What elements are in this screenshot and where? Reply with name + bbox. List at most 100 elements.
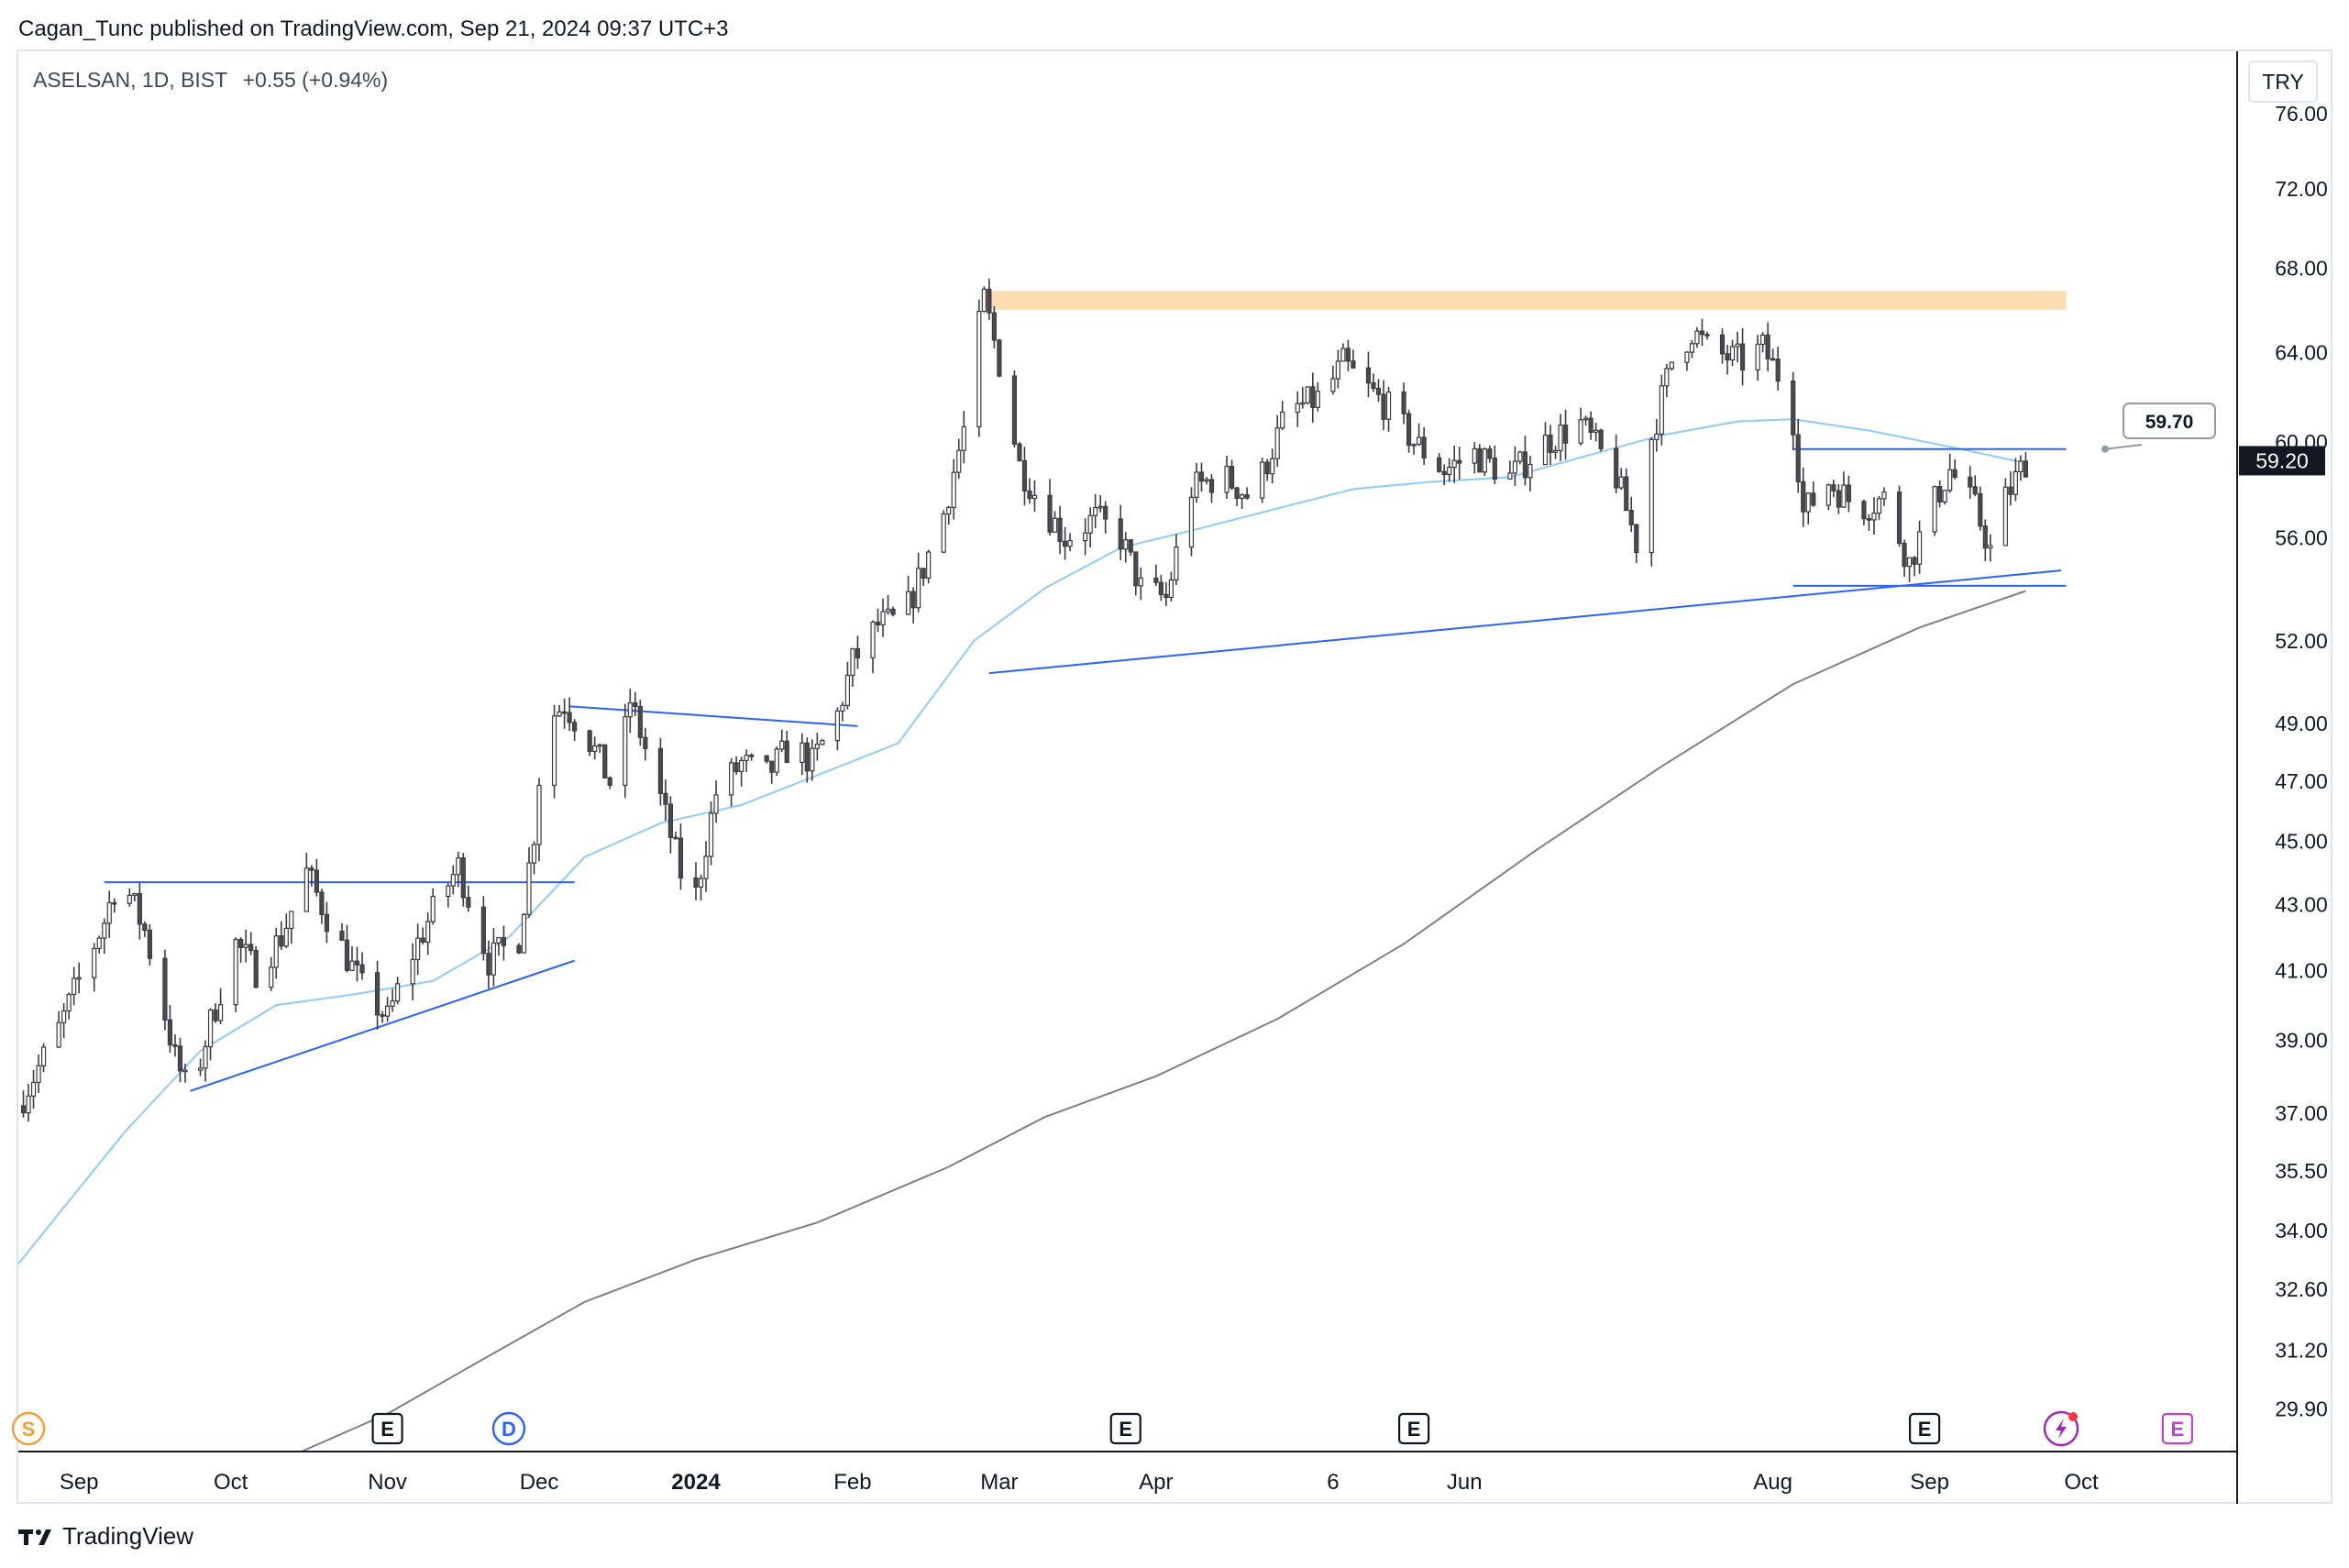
candle-body xyxy=(1168,579,1174,599)
candle xyxy=(1699,318,1705,347)
candle-body xyxy=(213,1009,218,1021)
candle xyxy=(906,575,911,616)
candle-body xyxy=(1447,466,1452,476)
candle-body xyxy=(1052,517,1058,533)
candle xyxy=(425,911,431,955)
event-marker-icon[interactable]: E xyxy=(1109,1412,1141,1445)
candle xyxy=(557,704,562,717)
candle-body xyxy=(1174,547,1179,581)
candle xyxy=(1260,458,1265,503)
alert-dot xyxy=(2101,445,2109,453)
candle xyxy=(1270,448,1275,484)
candle-body xyxy=(410,958,415,985)
candle xyxy=(1659,374,1664,446)
candle-body xyxy=(1375,387,1382,395)
candle-body xyxy=(1244,494,1250,499)
candle-body xyxy=(1482,448,1487,473)
symbol-legend[interactable]: ASELSAN, 1D, BIST +0.55 (+0.94%) xyxy=(33,68,397,93)
candle xyxy=(1280,401,1285,430)
candle-body xyxy=(562,711,568,714)
candle-body xyxy=(1224,466,1230,493)
candle-body xyxy=(1689,343,1695,353)
candle-body xyxy=(167,1019,173,1046)
candle xyxy=(1401,382,1406,425)
candle-body xyxy=(637,705,643,738)
event-marker-icon[interactable]: E xyxy=(371,1412,403,1445)
footer-brand: TradingView xyxy=(62,1522,194,1550)
event-marker-icon[interactable]: D xyxy=(491,1411,526,1446)
candle-body xyxy=(1811,492,1816,506)
currency-button[interactable]: TRY xyxy=(2248,61,2318,103)
event-marker-icon[interactable]: E xyxy=(1398,1412,1430,1445)
candle xyxy=(739,756,744,787)
event-marker-icon[interactable]: S xyxy=(11,1411,46,1446)
event-marker-icon[interactable]: E xyxy=(1909,1412,1941,1445)
candle-body xyxy=(1649,438,1654,554)
moving-average-layer xyxy=(17,418,2026,1452)
candle xyxy=(961,410,966,464)
candle-body xyxy=(1406,413,1412,447)
candle-body xyxy=(1982,525,1988,549)
candle-body xyxy=(1097,505,1103,509)
candle-body xyxy=(1831,484,1836,491)
candle-body xyxy=(997,339,1002,377)
candle xyxy=(890,606,896,617)
candle xyxy=(1208,474,1215,503)
candle xyxy=(855,635,861,669)
candle-body xyxy=(1507,472,1513,480)
price-tick-label: 49.00 xyxy=(2275,712,2328,735)
candle-body xyxy=(1947,469,1953,491)
candle xyxy=(1649,437,1654,567)
candle-body xyxy=(1699,330,1705,336)
candle xyxy=(1664,363,1670,398)
price-tick-label: 43.00 xyxy=(2275,893,2328,917)
candle-body xyxy=(921,568,926,579)
candle-body xyxy=(217,1004,224,1021)
candle-body xyxy=(1062,540,1068,547)
candle xyxy=(1811,481,1816,507)
candle-body xyxy=(203,1045,208,1069)
candle xyxy=(132,892,138,902)
candle xyxy=(1902,539,1907,577)
candle-body xyxy=(253,949,259,988)
candle-body xyxy=(1634,524,1639,554)
candle xyxy=(774,745,779,776)
candle xyxy=(708,801,714,866)
candle xyxy=(1588,411,1594,440)
candle xyxy=(1133,551,1139,596)
lightning-icon[interactable] xyxy=(2043,1410,2079,1447)
candle-body xyxy=(1270,458,1275,475)
candle xyxy=(395,977,401,1005)
candle-body xyxy=(572,722,578,732)
candle xyxy=(339,922,345,941)
candle xyxy=(456,851,461,888)
candle-body xyxy=(1881,491,1887,500)
candle-body xyxy=(1365,367,1372,384)
candle-body xyxy=(1866,518,1872,521)
candle-body xyxy=(1968,476,1973,488)
candle xyxy=(516,943,522,955)
candle xyxy=(480,896,486,961)
candle-body xyxy=(956,449,962,473)
candle-body xyxy=(526,862,532,915)
candle xyxy=(1562,409,1569,460)
candle xyxy=(941,510,946,554)
candle-body xyxy=(172,1044,178,1047)
candle xyxy=(486,940,491,989)
candle xyxy=(536,778,542,862)
candle-body xyxy=(643,736,648,750)
candle xyxy=(102,918,107,955)
candle-body xyxy=(66,993,72,1012)
candle-body xyxy=(1163,593,1169,599)
candle-body xyxy=(1542,434,1549,466)
candle-body xyxy=(885,608,891,613)
candle-body xyxy=(667,803,674,838)
candle xyxy=(1775,346,1781,391)
candle xyxy=(1517,450,1523,465)
candle xyxy=(217,988,224,1025)
candle xyxy=(61,1003,67,1039)
candle xyxy=(1598,428,1604,452)
event-marker-icon[interactable]: E xyxy=(2161,1412,2193,1445)
candle xyxy=(627,689,633,734)
